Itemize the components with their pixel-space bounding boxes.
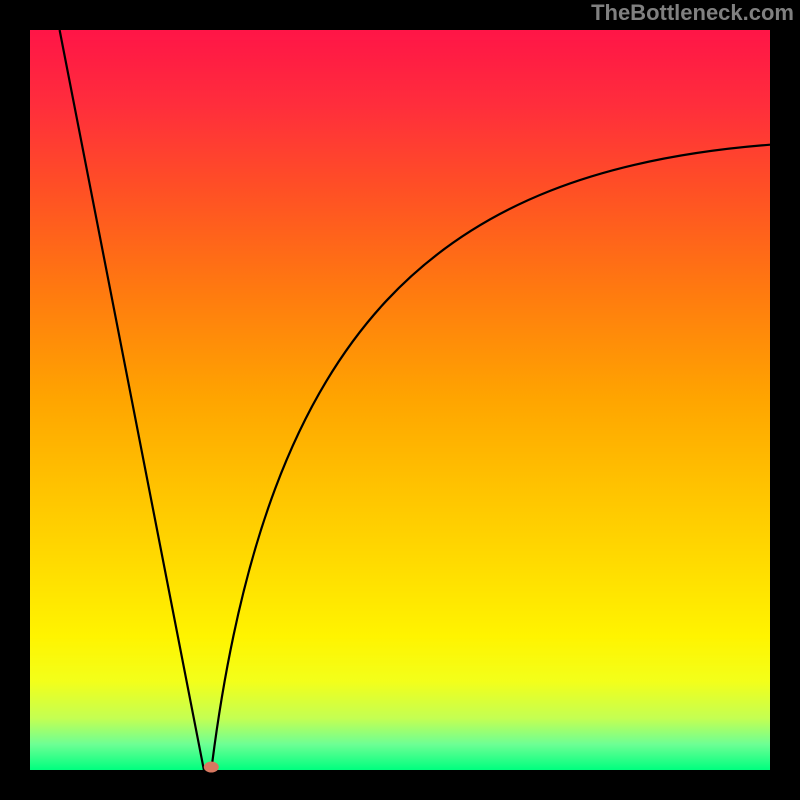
watermark: TheBottleneck.com: [591, 0, 794, 26]
bottleneck-chart: [0, 0, 800, 800]
optimal-point-marker: [204, 762, 218, 772]
plot-background: [30, 30, 770, 770]
